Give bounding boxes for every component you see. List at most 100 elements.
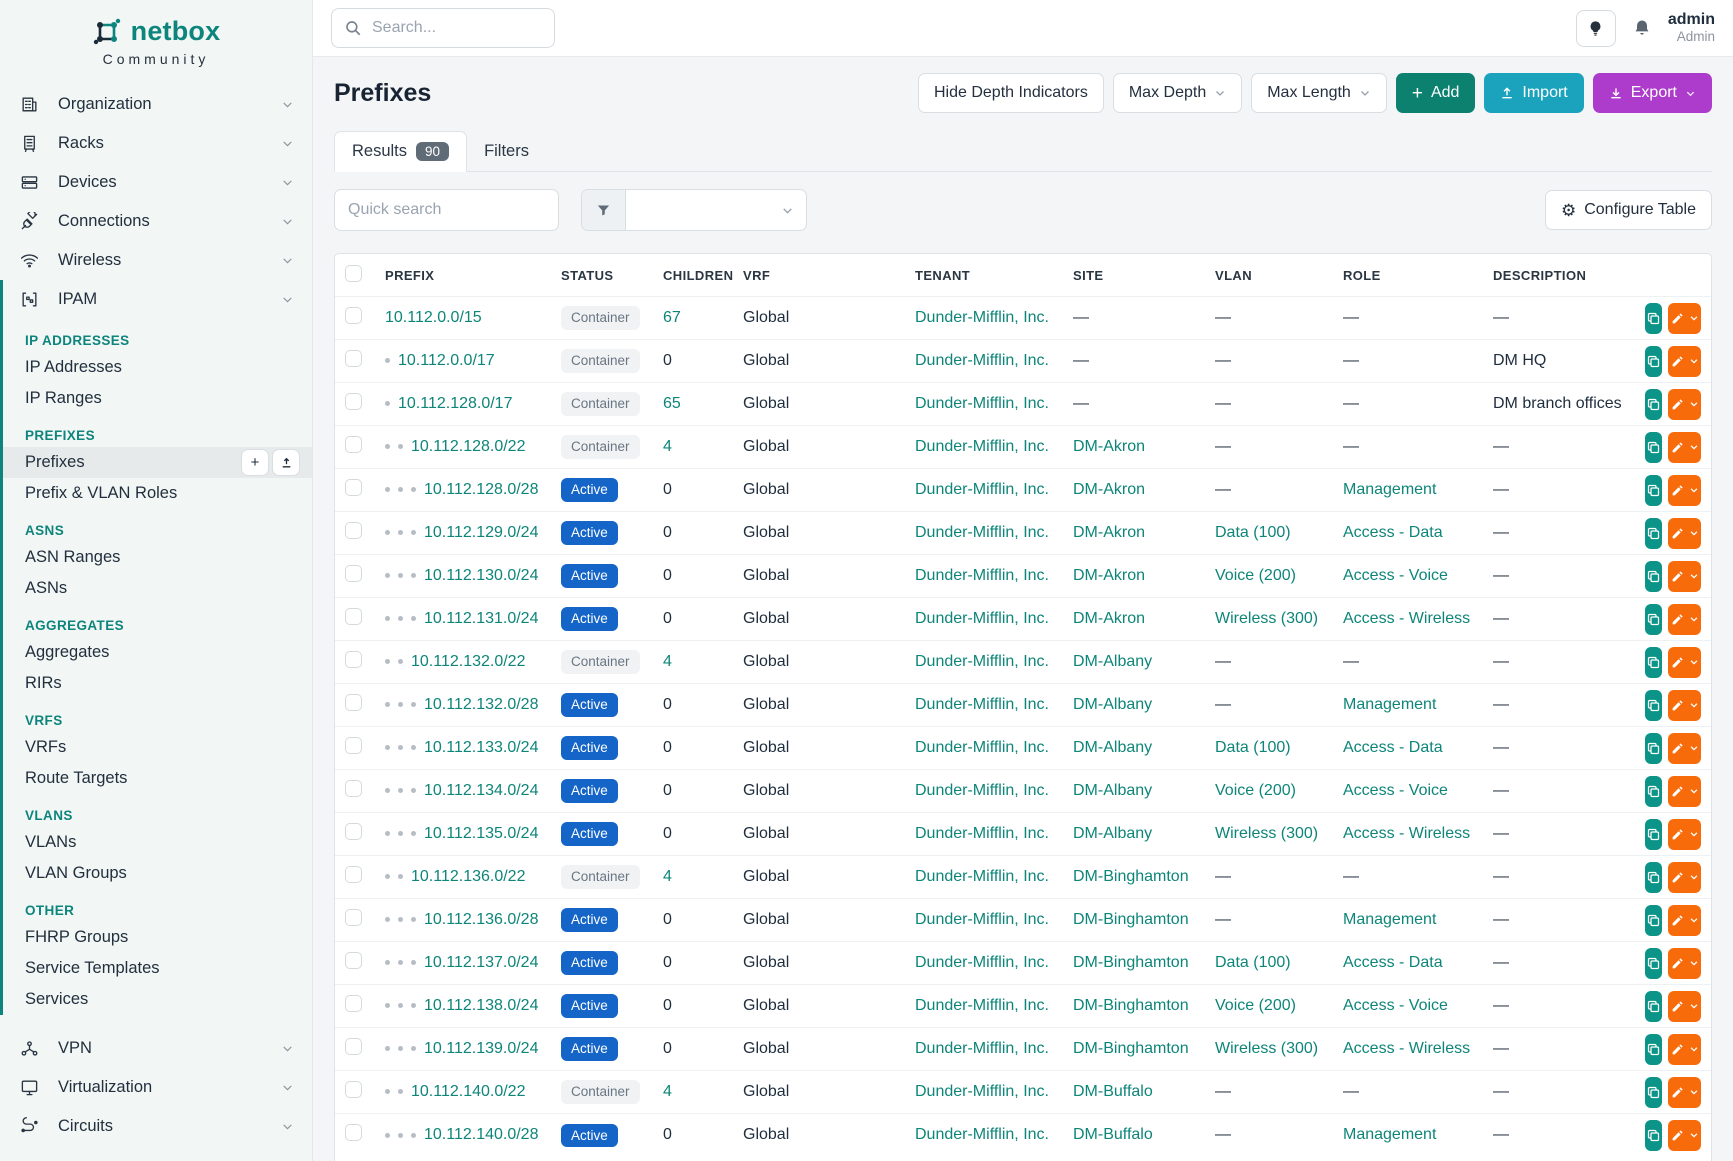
row-checkbox[interactable]	[345, 694, 362, 711]
clone-button[interactable]	[1645, 1033, 1663, 1065]
prefix-link[interactable]: 10.112.136.0/28	[424, 911, 539, 928]
search-input[interactable]	[372, 19, 579, 37]
row-checkbox[interactable]	[345, 737, 362, 754]
row-checkbox[interactable]	[345, 350, 362, 367]
tenant-link[interactable]: Dunder-Mifflin, Inc.	[915, 825, 1049, 842]
site-link[interactable]: DM-Akron	[1073, 567, 1146, 584]
tenant-link[interactable]: Dunder-Mifflin, Inc.	[915, 997, 1049, 1014]
prefix-link[interactable]: 10.112.0.0/15	[385, 309, 482, 326]
role-link[interactable]: Management	[1343, 481, 1437, 498]
role-link[interactable]: Access - Voice	[1343, 567, 1448, 584]
edit-button[interactable]	[1668, 689, 1701, 721]
sidebar-item-vrfs[interactable]: VRFs	[3, 732, 312, 763]
tenant-link[interactable]: Dunder-Mifflin, Inc.	[915, 868, 1049, 885]
tenant-link[interactable]: Dunder-Mifflin, Inc.	[915, 696, 1049, 713]
tenant-link[interactable]: Dunder-Mifflin, Inc.	[915, 352, 1049, 369]
sidebar-item-services[interactable]: Services	[3, 984, 312, 1015]
children-count-link[interactable]: 4	[663, 438, 672, 455]
site-link[interactable]: DM-Akron	[1073, 438, 1146, 455]
edit-button[interactable]	[1668, 732, 1701, 764]
row-checkbox[interactable]	[345, 608, 362, 625]
vlan-link[interactable]: Voice (200)	[1215, 997, 1296, 1014]
role-link[interactable]: Access - Data	[1343, 739, 1443, 756]
sidebar-item-asn-ranges[interactable]: ASN Ranges	[3, 542, 312, 573]
tenant-link[interactable]: Dunder-Mifflin, Inc.	[915, 911, 1049, 928]
edit-button[interactable]	[1668, 818, 1701, 850]
role-link[interactable]: Access - Wireless	[1343, 825, 1471, 842]
vlan-link[interactable]: Data (100)	[1215, 954, 1291, 971]
prefix-link[interactable]: 10.112.136.0/22	[411, 868, 526, 885]
site-link[interactable]: DM-Binghamton	[1073, 954, 1189, 971]
vlan-link[interactable]: Voice (200)	[1215, 567, 1296, 584]
prefix-link[interactable]: 10.112.133.0/24	[424, 739, 539, 756]
sidebar-item-vpn[interactable]: VPN	[0, 1029, 312, 1068]
tenant-link[interactable]: Dunder-Mifflin, Inc.	[915, 653, 1049, 670]
prefix-link[interactable]: 10.112.132.0/22	[411, 653, 526, 670]
clone-button[interactable]	[1645, 732, 1663, 764]
prefix-link[interactable]: 10.112.0.0/17	[398, 352, 495, 369]
select-all-checkbox[interactable]	[345, 265, 362, 282]
prefix-link[interactable]: 10.112.139.0/24	[424, 1040, 539, 1057]
edit-button[interactable]	[1668, 775, 1701, 807]
clone-button[interactable]	[1645, 775, 1663, 807]
tenant-link[interactable]: Dunder-Mifflin, Inc.	[915, 309, 1049, 326]
tenant-link[interactable]: Dunder-Mifflin, Inc.	[915, 782, 1049, 799]
tab-results[interactable]: Results 90	[334, 131, 468, 172]
sidebar-item-ipam[interactable]: IPAM	[3, 280, 312, 319]
column-header[interactable]: SITE	[1073, 267, 1104, 283]
sidebar-item-vlans[interactable]: VLANs	[3, 827, 312, 858]
site-link[interactable]: DM-Akron	[1073, 524, 1146, 541]
add-prefix-button[interactable]: +	[241, 449, 269, 476]
prefix-link[interactable]: 10.112.135.0/24	[424, 825, 539, 842]
sidebar-item-rirs[interactable]: RIRs	[3, 668, 312, 699]
prefix-link[interactable]: 10.112.140.0/22	[411, 1083, 526, 1100]
edit-button[interactable]	[1668, 345, 1701, 377]
prefix-link[interactable]: 10.112.131.0/24	[424, 610, 539, 627]
prefix-link[interactable]: 10.112.128.0/17	[398, 395, 513, 412]
site-link[interactable]: DM-Binghamton	[1073, 911, 1189, 928]
user-menu[interactable]: admin Admin	[1668, 11, 1715, 45]
edit-button[interactable]	[1668, 560, 1701, 592]
prefix-link[interactable]: 10.112.138.0/24	[424, 997, 539, 1014]
site-link[interactable]: DM-Akron	[1073, 610, 1146, 627]
column-header[interactable]: DESCRIPTION	[1493, 267, 1587, 283]
clone-button[interactable]	[1645, 302, 1663, 334]
sidebar-item-prefix-vlan-roles[interactable]: Prefix & VLAN Roles	[3, 478, 312, 509]
clone-button[interactable]	[1645, 861, 1663, 893]
edit-button[interactable]	[1668, 1076, 1701, 1108]
row-checkbox[interactable]	[345, 1124, 362, 1142]
children-count-link[interactable]: 65	[663, 395, 681, 412]
sidebar-item-organization[interactable]: Organization	[0, 85, 312, 124]
role-link[interactable]: Management	[1343, 696, 1437, 713]
import-prefix-button[interactable]	[272, 449, 300, 476]
clone-button[interactable]	[1645, 947, 1663, 979]
row-checkbox[interactable]	[345, 909, 362, 926]
edit-button[interactable]	[1668, 388, 1701, 420]
tenant-link[interactable]: Dunder-Mifflin, Inc.	[915, 395, 1049, 412]
sidebar-item-route-targets[interactable]: Route Targets	[3, 763, 312, 794]
configure-table-button[interactable]: ⚙ Configure Table	[1544, 190, 1712, 230]
sidebar-item-connections[interactable]: Connections	[0, 202, 312, 241]
clone-button[interactable]	[1645, 560, 1663, 592]
funnel-icon[interactable]	[582, 190, 626, 230]
add-button[interactable]: + Add	[1395, 73, 1476, 113]
notifications-bell-icon[interactable]	[1632, 18, 1652, 38]
clone-button[interactable]	[1645, 431, 1663, 463]
vlan-link[interactable]: Data (100)	[1215, 524, 1291, 541]
site-link[interactable]: DM-Albany	[1073, 696, 1153, 713]
role-link[interactable]: Access - Voice	[1343, 997, 1448, 1014]
column-header[interactable]: VLAN	[1215, 267, 1252, 283]
edit-button[interactable]	[1668, 474, 1701, 506]
row-checkbox[interactable]	[345, 393, 362, 410]
vlan-link[interactable]: Wireless (300)	[1215, 825, 1319, 842]
children-count-link[interactable]: 4	[663, 1083, 672, 1100]
site-link[interactable]: DM-Akron	[1073, 481, 1146, 498]
prefix-link[interactable]: 10.112.128.0/22	[411, 438, 526, 455]
site-link[interactable]: DM-Binghamton	[1073, 868, 1189, 885]
row-checkbox[interactable]	[345, 823, 362, 840]
vlan-link[interactable]: Voice (200)	[1215, 782, 1296, 799]
sidebar-item-circuits[interactable]: Circuits	[0, 1107, 312, 1146]
prefix-link[interactable]: 10.112.140.0/28	[424, 1126, 539, 1144]
import-button[interactable]: Import	[1484, 73, 1584, 113]
export-button[interactable]: Export	[1592, 73, 1712, 113]
